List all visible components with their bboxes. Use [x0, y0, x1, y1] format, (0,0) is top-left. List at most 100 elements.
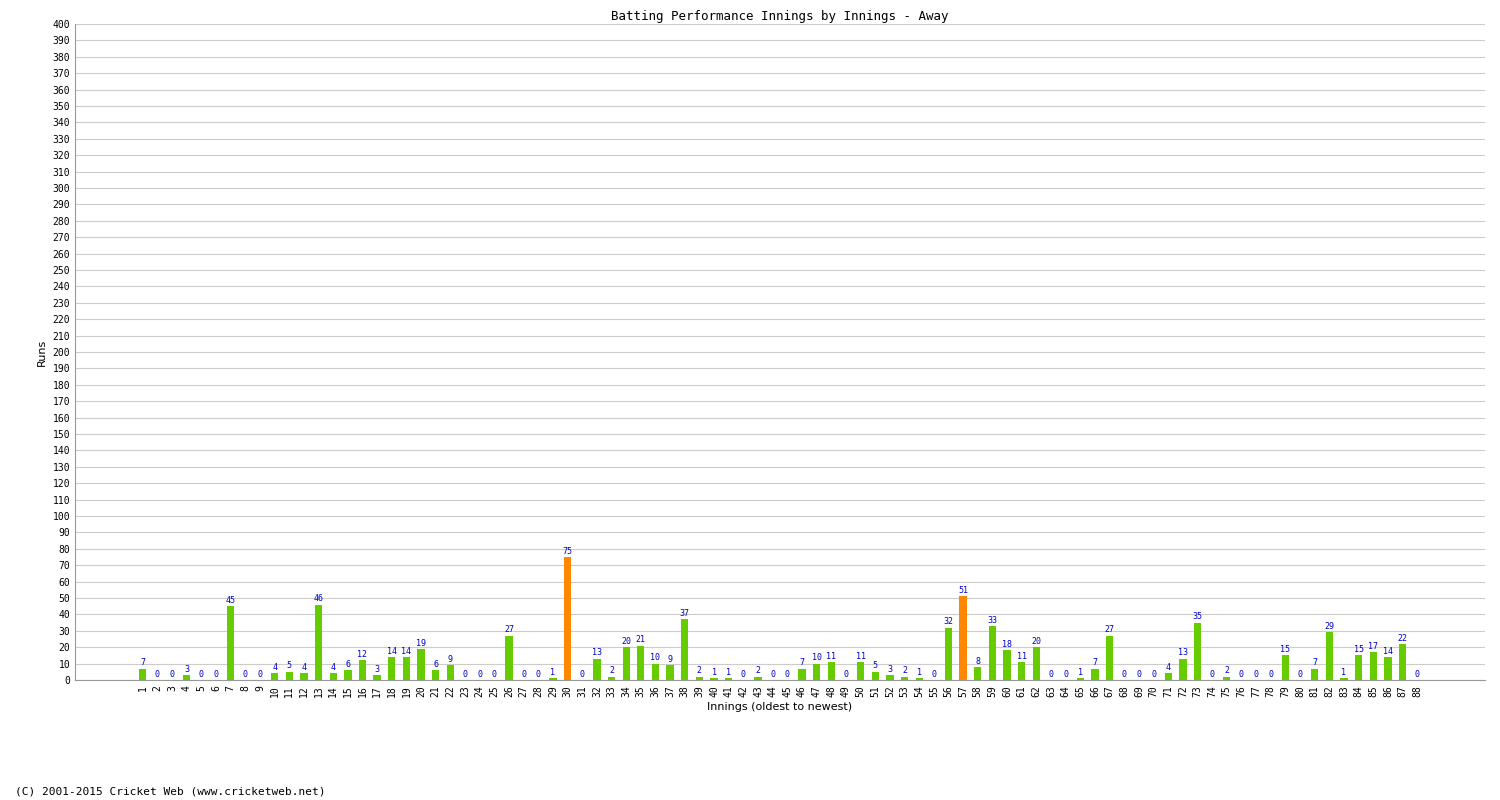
- Text: 0: 0: [1269, 670, 1274, 678]
- Text: 17: 17: [1368, 642, 1378, 651]
- Text: 0: 0: [1150, 670, 1156, 678]
- Bar: [315, 605, 322, 680]
- Text: 7: 7: [800, 658, 804, 667]
- Bar: [813, 664, 820, 680]
- Text: 0: 0: [1414, 670, 1419, 678]
- Bar: [1281, 655, 1288, 680]
- Text: 0: 0: [1048, 670, 1053, 678]
- Text: 21: 21: [636, 635, 646, 644]
- Bar: [1032, 647, 1040, 680]
- Bar: [1370, 652, 1377, 680]
- Bar: [902, 677, 908, 680]
- Text: 14: 14: [387, 646, 398, 656]
- Text: 0: 0: [770, 670, 776, 678]
- Bar: [1194, 622, 1202, 680]
- Bar: [300, 674, 307, 680]
- Text: 4: 4: [330, 663, 336, 672]
- Bar: [1354, 655, 1362, 680]
- Bar: [330, 674, 338, 680]
- Text: 0: 0: [932, 670, 936, 678]
- Text: 7: 7: [1092, 658, 1098, 667]
- Bar: [1004, 650, 1011, 680]
- Text: 27: 27: [1104, 626, 1114, 634]
- Text: 2: 2: [609, 666, 613, 675]
- Text: 1: 1: [1078, 668, 1083, 677]
- Bar: [432, 670, 439, 680]
- Bar: [915, 678, 922, 680]
- Bar: [886, 675, 894, 680]
- Text: 0: 0: [243, 670, 248, 678]
- Bar: [447, 666, 454, 680]
- Text: 45: 45: [225, 596, 236, 605]
- Text: 5: 5: [873, 662, 877, 670]
- Bar: [974, 667, 981, 680]
- Bar: [374, 675, 381, 680]
- Text: 33: 33: [987, 615, 998, 625]
- Text: 0: 0: [492, 670, 496, 678]
- Text: 0: 0: [520, 670, 526, 678]
- Text: 11: 11: [1017, 652, 1026, 661]
- Text: 22: 22: [1398, 634, 1407, 642]
- Bar: [140, 669, 147, 680]
- Text: 0: 0: [200, 670, 204, 678]
- Bar: [696, 677, 703, 680]
- Text: 1: 1: [726, 668, 730, 677]
- Text: 1: 1: [916, 668, 921, 677]
- Bar: [960, 596, 968, 680]
- Bar: [622, 647, 630, 680]
- Text: 7: 7: [141, 658, 146, 667]
- Text: 2: 2: [756, 666, 760, 675]
- Text: 0: 0: [741, 670, 746, 678]
- Text: 2: 2: [902, 666, 908, 675]
- Text: 0: 0: [1239, 670, 1244, 678]
- Bar: [183, 675, 190, 680]
- Bar: [711, 678, 717, 680]
- Bar: [506, 636, 513, 680]
- Bar: [388, 657, 396, 680]
- Text: 7: 7: [1312, 658, 1317, 667]
- Text: 10: 10: [651, 654, 660, 662]
- Bar: [564, 557, 572, 680]
- Bar: [1222, 677, 1230, 680]
- Bar: [272, 674, 279, 680]
- Text: 51: 51: [958, 586, 968, 595]
- Text: 19: 19: [416, 638, 426, 647]
- Text: 4: 4: [302, 663, 306, 672]
- Bar: [828, 662, 836, 680]
- Text: 6: 6: [433, 660, 438, 669]
- Bar: [666, 666, 674, 680]
- Bar: [1077, 678, 1084, 680]
- Bar: [1400, 644, 1407, 680]
- Bar: [652, 664, 658, 680]
- Text: 4: 4: [1166, 663, 1170, 672]
- Text: 0: 0: [1064, 670, 1068, 678]
- Text: 37: 37: [680, 609, 690, 618]
- Text: 0: 0: [1122, 670, 1126, 678]
- Text: 9: 9: [448, 655, 453, 664]
- Bar: [608, 677, 615, 680]
- Text: 0: 0: [1209, 670, 1215, 678]
- Bar: [344, 670, 351, 680]
- Text: 0: 0: [784, 670, 790, 678]
- Bar: [1326, 633, 1334, 680]
- Bar: [798, 669, 806, 680]
- Text: 14: 14: [1383, 646, 1394, 656]
- Text: (C) 2001-2015 Cricket Web (www.cricketweb.net): (C) 2001-2015 Cricket Web (www.cricketwe…: [15, 786, 326, 796]
- Text: 6: 6: [345, 660, 351, 669]
- Text: 5: 5: [286, 662, 291, 670]
- Text: 2: 2: [1224, 666, 1230, 675]
- Text: 0: 0: [170, 670, 174, 678]
- Text: 1: 1: [550, 668, 555, 677]
- Bar: [638, 646, 645, 680]
- Bar: [856, 662, 864, 680]
- Text: 20: 20: [1032, 637, 1041, 646]
- Text: 1: 1: [1341, 668, 1347, 677]
- Text: 4: 4: [272, 663, 278, 672]
- Bar: [1092, 669, 1098, 680]
- Bar: [1311, 669, 1318, 680]
- Text: 29: 29: [1324, 622, 1335, 631]
- Bar: [404, 657, 410, 680]
- Bar: [285, 672, 292, 680]
- Text: 1: 1: [711, 668, 717, 677]
- Text: 14: 14: [402, 646, 411, 656]
